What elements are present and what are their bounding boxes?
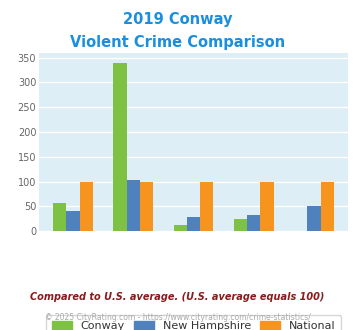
Bar — [174, 225, 187, 231]
Bar — [140, 182, 153, 231]
Text: Violent Crime Comparison: Violent Crime Comparison — [70, 35, 285, 50]
Bar — [127, 180, 140, 231]
Text: Compared to U.S. average. (U.S. average equals 100): Compared to U.S. average. (U.S. average … — [30, 292, 325, 302]
Legend: Conway, New Hampshire, National: Conway, New Hampshire, National — [46, 315, 341, 330]
Bar — [80, 182, 93, 231]
Bar — [247, 214, 260, 231]
Text: 2019 Conway: 2019 Conway — [123, 12, 232, 26]
Bar — [321, 182, 334, 231]
Bar — [234, 218, 247, 231]
Text: © 2025 CityRating.com - https://www.cityrating.com/crime-statistics/: © 2025 CityRating.com - https://www.city… — [45, 313, 310, 322]
Bar — [53, 203, 66, 231]
Bar — [187, 217, 200, 231]
Bar — [200, 182, 213, 231]
Bar — [307, 206, 321, 231]
Bar — [66, 211, 80, 231]
Bar — [260, 182, 274, 231]
Bar — [113, 63, 127, 231]
